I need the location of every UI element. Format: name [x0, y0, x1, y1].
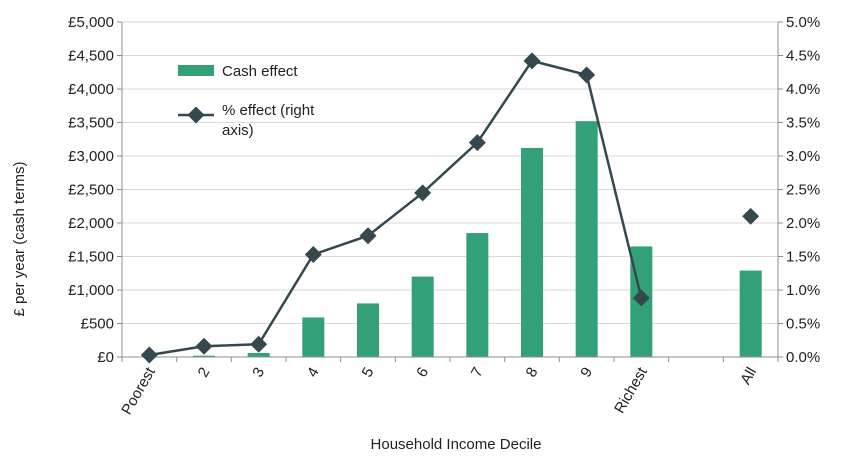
y2-tick-label: 3.5%: [786, 115, 820, 132]
line-marker: [359, 227, 377, 245]
bar: [411, 276, 434, 357]
legend-label-percent-effect: % effect (right axis): [222, 102, 318, 139]
y-tick-label: £3,000: [68, 148, 114, 165]
line-marker: [523, 52, 541, 70]
gridlines: [122, 21, 778, 324]
y2-tick-label: 2.5%: [786, 182, 820, 199]
x-tick-label: 7: [468, 365, 487, 381]
bar: [247, 352, 270, 357]
bar: [575, 121, 598, 357]
x-tick-label: 6: [413, 365, 432, 381]
y-tick-label: £500: [81, 316, 114, 333]
legend-label-cash-effect: Cash effect: [222, 63, 298, 80]
x-tick-label: Richest: [611, 364, 651, 417]
line-series: [140, 52, 760, 364]
x-tick-label: 9: [577, 365, 596, 381]
bar: [521, 147, 543, 357]
x-axis-title: Household Income Decile: [371, 436, 542, 453]
line-marker: [304, 246, 322, 263]
x-tick-label: 4: [304, 365, 323, 381]
legend-marker-percent-effect: [187, 106, 205, 124]
y-tick-label: £4,000: [68, 81, 114, 98]
line-marker: [140, 346, 158, 364]
y-tick-label: £1,500: [68, 249, 114, 266]
legend: Cash effect % effect (right axis): [178, 63, 318, 139]
line-marker: [250, 335, 268, 353]
x-tick-label: All: [737, 365, 760, 388]
y2-tick-label: 3.0%: [786, 148, 820, 165]
line-path: [149, 59, 643, 357]
y2-tick-label: 5.0%: [786, 14, 820, 31]
x-tick-label: 2: [195, 365, 214, 381]
bar: [466, 233, 489, 357]
y-axis-title: £ per year (cash terms): [11, 161, 28, 316]
x-tick-label: 8: [523, 365, 542, 381]
y-tick-label: £3,500: [68, 115, 114, 132]
bar: [302, 317, 325, 357]
x-tick-label: Poorest: [118, 364, 159, 418]
bar: [357, 303, 379, 357]
y2-tick-label: 1.0%: [786, 282, 820, 299]
y-tick-label: £1,000: [68, 282, 114, 299]
bar: [193, 355, 215, 357]
line-marker: [414, 184, 432, 202]
y2-tick-label: 4.5%: [786, 48, 820, 65]
y2-tick-label: 0.5%: [786, 316, 820, 333]
bar-series: [193, 121, 762, 357]
y-tick-label: £2,000: [68, 215, 114, 232]
bar: [739, 270, 762, 357]
line-marker: [578, 66, 596, 84]
legend-swatch-cash-effect: [178, 65, 214, 76]
y2-tick-label: 1.5%: [786, 249, 820, 266]
y2-tick-label: 0.0%: [786, 349, 820, 366]
y-tick-label: £4,500: [68, 48, 114, 65]
line-marker: [468, 134, 486, 152]
x-tick-label: 3: [249, 365, 268, 381]
y2-tick-label: 2.0%: [786, 215, 820, 232]
line-marker: [742, 207, 760, 225]
y-tick-label: £0: [97, 349, 114, 366]
x-tick-label: 5: [359, 365, 378, 381]
line-marker: [632, 289, 650, 307]
y-tick-label: £2,500: [68, 182, 114, 199]
y2-tick-label: 4.0%: [786, 81, 820, 98]
line-marker: [195, 337, 213, 355]
y-tick-label: £5,000: [68, 14, 114, 31]
axes: [117, 21, 783, 362]
